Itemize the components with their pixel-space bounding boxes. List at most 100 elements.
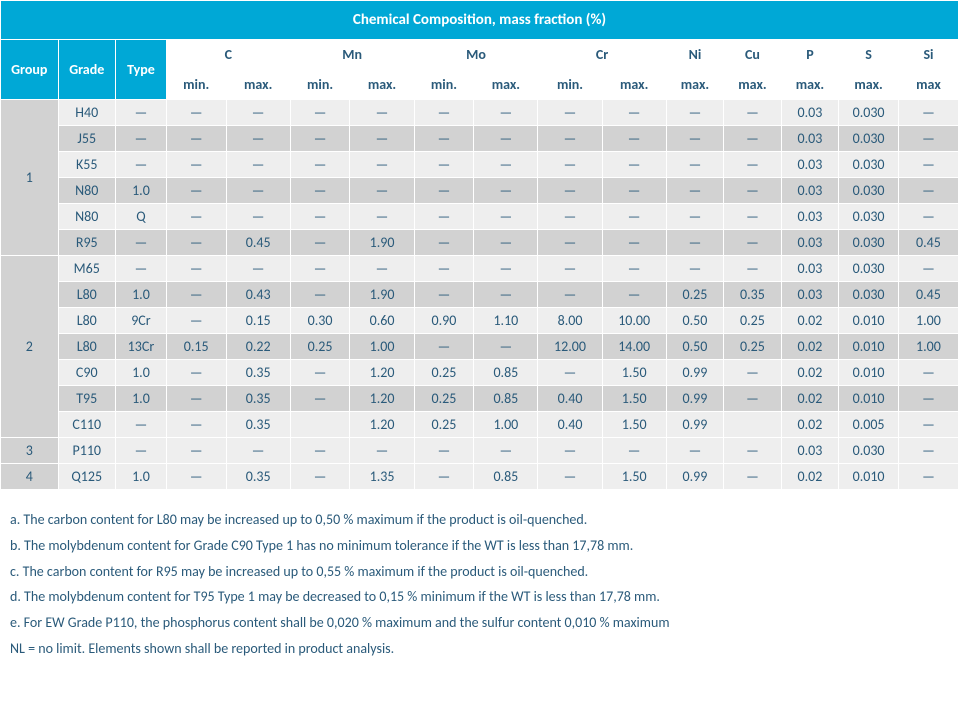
data-cell: — <box>350 204 414 230</box>
data-cell: — <box>290 464 350 490</box>
data-cell: 0.030 <box>839 230 899 256</box>
data-cell: — <box>290 204 350 230</box>
data-cell: — <box>290 100 350 126</box>
data-cell: 1.20 <box>350 412 414 438</box>
data-cell: — <box>898 178 958 204</box>
data-cell: — <box>166 204 226 230</box>
grade-cell: N80 <box>58 178 116 204</box>
data-cell <box>290 412 350 438</box>
table-row: 2M65———————————0.030.030— <box>1 256 959 282</box>
data-cell: — <box>898 126 958 152</box>
data-cell: 1.35 <box>350 464 414 490</box>
type-cell: 1.0 <box>116 282 167 308</box>
data-cell: — <box>414 230 474 256</box>
data-cell: 0.030 <box>839 282 899 308</box>
grade-cell: J55 <box>58 126 116 152</box>
data-cell: 0.005 <box>839 412 899 438</box>
grade-cell: T95 <box>58 386 116 412</box>
data-cell: 1.50 <box>602 412 666 438</box>
data-cell: — <box>290 126 350 152</box>
data-cell: — <box>666 256 724 282</box>
data-cell: 1.90 <box>350 282 414 308</box>
type-cell: 9Cr <box>116 308 167 334</box>
data-cell: 0.030 <box>839 204 899 230</box>
data-cell: 1.00 <box>474 412 538 438</box>
data-cell: — <box>226 126 290 152</box>
group-cell: 2 <box>1 256 59 438</box>
data-cell: — <box>166 178 226 204</box>
data-cell: 0.50 <box>666 308 724 334</box>
grade-cell: Q125 <box>58 464 116 490</box>
data-cell: — <box>724 360 782 386</box>
data-cell: — <box>602 282 666 308</box>
data-cell: — <box>290 230 350 256</box>
data-cell: 0.030 <box>839 126 899 152</box>
data-cell: — <box>474 438 538 464</box>
sub-cu-max: max. <box>724 70 782 100</box>
data-cell: 1.00 <box>898 308 958 334</box>
data-cell: — <box>602 126 666 152</box>
data-cell: 0.25 <box>724 308 782 334</box>
data-cell: — <box>474 152 538 178</box>
table-row: N801.0——————————0.030.030— <box>1 178 959 204</box>
data-cell: — <box>898 412 958 438</box>
data-cell: 0.45 <box>898 230 958 256</box>
type-cell: — <box>116 256 167 282</box>
data-cell: 1.00 <box>350 334 414 360</box>
grade-cell: C90 <box>58 360 116 386</box>
data-cell: — <box>226 152 290 178</box>
note-nl: NL = no limit. Elements shown shall be r… <box>10 637 950 661</box>
data-cell: — <box>414 152 474 178</box>
data-cell: — <box>226 204 290 230</box>
col-mn: Mn <box>290 40 414 70</box>
data-cell: — <box>538 100 602 126</box>
data-cell: — <box>666 126 724 152</box>
grade-cell: L80 <box>58 282 116 308</box>
type-cell: — <box>116 230 167 256</box>
data-cell: — <box>474 334 538 360</box>
data-cell: 0.99 <box>666 360 724 386</box>
type-cell: — <box>116 412 167 438</box>
type-cell: 1.0 <box>116 464 167 490</box>
data-cell: — <box>538 360 602 386</box>
data-cell: — <box>538 204 602 230</box>
data-cell: — <box>474 100 538 126</box>
sub-c-min: min. <box>166 70 226 100</box>
data-cell: — <box>666 152 724 178</box>
data-cell: 0.25 <box>724 334 782 360</box>
data-cell: 0.03 <box>781 230 839 256</box>
grade-cell: L80 <box>58 334 116 360</box>
table-row: N80Q——————————0.030.030— <box>1 204 959 230</box>
col-p: P <box>781 40 839 70</box>
data-cell: — <box>290 256 350 282</box>
data-cell: 0.15 <box>166 334 226 360</box>
data-cell: — <box>290 360 350 386</box>
table-row: 3P110———————————0.030.030— <box>1 438 959 464</box>
data-cell: — <box>474 230 538 256</box>
data-cell: 0.010 <box>839 334 899 360</box>
note-d: d. The molybdenum content for T95 Type 1… <box>10 585 950 609</box>
data-cell: — <box>166 282 226 308</box>
data-cell: 1.50 <box>602 360 666 386</box>
data-cell: 0.25 <box>666 282 724 308</box>
data-cell: — <box>538 282 602 308</box>
grade-cell: R95 <box>58 230 116 256</box>
data-cell: — <box>724 178 782 204</box>
data-cell: 1.00 <box>898 334 958 360</box>
data-cell: — <box>414 126 474 152</box>
type-cell: 1.0 <box>116 360 167 386</box>
data-cell: — <box>666 230 724 256</box>
data-cell: 10.00 <box>602 308 666 334</box>
data-cell: 0.03 <box>781 256 839 282</box>
grade-cell: M65 <box>58 256 116 282</box>
data-cell: 0.02 <box>781 334 839 360</box>
table-row: 4Q1251.0—0.35—1.35—0.85—1.500.99—0.020.0… <box>1 464 959 490</box>
data-cell: — <box>602 152 666 178</box>
data-cell: — <box>350 438 414 464</box>
data-cell: 0.02 <box>781 412 839 438</box>
data-cell: — <box>538 256 602 282</box>
table-row: T951.0—0.35—1.200.250.850.401.500.99—0.0… <box>1 386 959 412</box>
data-cell: — <box>602 204 666 230</box>
type-cell: — <box>116 100 167 126</box>
footnotes: a. The carbon content for L80 may be inc… <box>0 490 959 673</box>
